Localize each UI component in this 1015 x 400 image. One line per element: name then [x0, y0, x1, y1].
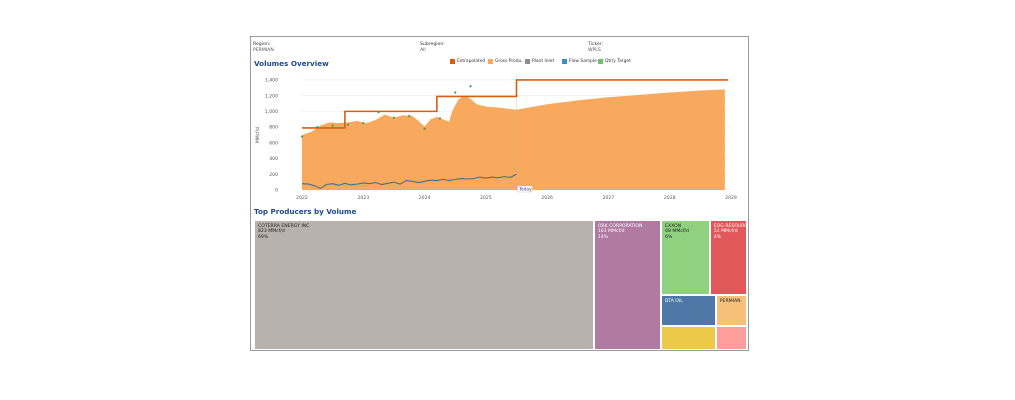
point-qtrly-target [362, 122, 365, 125]
filter-region[interactable]: Region: PERMIAN [253, 42, 274, 53]
point-qtrly-target [423, 127, 426, 130]
filter-ticker-value: WPLS [588, 47, 601, 53]
legend-item-plant-inlet[interactable]: Plant Inlet [525, 59, 554, 64]
legend-label-plant-inlet: Plant Inlet [532, 59, 555, 64]
legend-label-extrapolated: Extrapolated [457, 59, 486, 64]
x-tick-label: 2023 [357, 195, 369, 201]
y-tick-label: 1,000 [265, 109, 278, 115]
treemap-cell-name: BTA OIL [665, 299, 683, 304]
point-qtrly-target [331, 124, 334, 127]
y-axis-label: MMcf/d [255, 127, 261, 143]
legend-swatch-plant-inlet [525, 59, 530, 64]
filter-subregion-label: Subregion: [420, 42, 445, 47]
treemap-cell-value: 68 MMcf/d [665, 229, 689, 235]
legend-swatch-extrapolated [450, 59, 455, 64]
y-tick-label: 600 [269, 140, 278, 146]
point-qtrly-target [392, 116, 396, 119]
legend-label-gross-production: Gross Produ.. [495, 59, 525, 64]
point-qtrly-target [408, 114, 411, 118]
line-extrapolated [302, 79, 728, 129]
treemap-cell-value: 163 MMcf/d [597, 229, 625, 235]
y-tick-label: 400 [269, 156, 278, 162]
x-tick-label: 2022 [296, 195, 308, 201]
legend-swatch-flow-sample [562, 59, 567, 64]
filter-ticker-label: Ticker: [588, 42, 604, 47]
treemap-cell-value: 52 MMcf/d [713, 229, 738, 235]
dashboard-panel: Region: PERMIAN Subregion: All Ticker: W… [250, 36, 749, 351]
treemap-cell[interactable]: EXXON 68 MMcf/d 6% [661, 220, 710, 295]
y-tick-label: 200 [269, 172, 278, 178]
today-marker-label: Today [518, 187, 532, 193]
x-tick-label: 2024 [419, 195, 431, 201]
treemap-cell[interactable]: COTERRA ENERGY INC 823 MMcf/d 69% [254, 220, 594, 350]
legend-swatch-gross-production [488, 59, 493, 64]
legend-item-gross-production[interactable]: Gross Produ.. [488, 59, 524, 64]
filter-subregion[interactable]: Subregion: All [420, 42, 445, 53]
y-tick-label: 1,400 [265, 78, 278, 84]
y-tick-label: 0 [275, 188, 278, 194]
top-producers-title: Top Producers by Volume [254, 207, 357, 216]
producers-treemap: COTERRA ENERGY INC 823 MMcf/d 69% OBK CORPO… [254, 220, 747, 350]
treemap-cell[interactable]: PERMIAN [715, 295, 747, 326]
filter-region-value: PERMIAN [253, 47, 274, 53]
y-tick-label: 800 [269, 125, 278, 131]
point-qtrly-target [469, 85, 472, 88]
legend-swatch-qtrly-target [598, 59, 603, 64]
legend-label-flow-sample: Flow Sample [569, 59, 597, 64]
today-marker-box [517, 185, 533, 193]
treemap-cell-name: EXXON [665, 224, 682, 229]
point-qtrly-target [316, 126, 319, 129]
volumes-chart: 0 200 400 600 800 1,000 1,200 1,400 MMcf/d 2022 20… [255, 76, 737, 201]
treemap-cell-percent: 4% [713, 234, 722, 240]
treemap-cell-name: PERMIAN [719, 299, 741, 304]
x-tick-label: 2027 [603, 195, 615, 201]
treemap-cell-name: COTERRA ENERGY INC [258, 224, 310, 229]
legend-item-qtrly-target[interactable]: Qtrly Target [598, 59, 631, 64]
legend-label-qtrly-target: Qtrly Target [605, 59, 631, 64]
treemap-cell-percent: 69% [258, 234, 269, 240]
y-tick-label: 1,200 [265, 93, 278, 99]
treemap-cell[interactable]: EOG RESOURCES, INC52 MMcf/d4% [709, 220, 747, 295]
filter-subregion-value: All [420, 47, 426, 53]
point-qtrly-target [300, 135, 304, 138]
line-flow-sample [301, 173, 517, 190]
legend-item-extrapolated[interactable]: Extrapolated [450, 59, 485, 64]
point-qtrly-target [454, 91, 457, 94]
point-qtrly-target [438, 117, 441, 120]
x-tick-label: 2026 [541, 195, 553, 201]
filter-region-label: Region: [253, 42, 271, 47]
point-qtrly-target [377, 111, 380, 114]
treemap-cell-percent: 6% [665, 234, 673, 240]
treemap-cell[interactable] [715, 325, 747, 350]
x-tick-label: 2029 [725, 195, 737, 201]
treemap-cell-value: 823 MMcf/d [258, 229, 285, 235]
area-gross-production [302, 89, 725, 190]
treemap-cell[interactable]: BTA OIL [661, 295, 716, 327]
x-tick-label: 2025 [480, 195, 492, 201]
treemap-cell-name: EOG RESOURCES, INC [713, 224, 747, 229]
treemap-cell[interactable]: OBK CORPORATION 163 MMcf/d 14% [593, 220, 662, 350]
volumes-overview-title: Volumes Overview [254, 59, 329, 68]
x-tick-label: 2028 [664, 195, 676, 201]
point-qtrly-target [346, 123, 350, 126]
legend-item-flow-sample[interactable]: Flow Sample [562, 59, 597, 64]
filter-ticker[interactable]: Ticker: WPLS [588, 42, 603, 53]
treemap-cell-percent: 14% [597, 234, 609, 240]
treemap-cell[interactable] [661, 326, 716, 350]
treemap-cell-name: OBK CORPORATION [597, 224, 643, 229]
